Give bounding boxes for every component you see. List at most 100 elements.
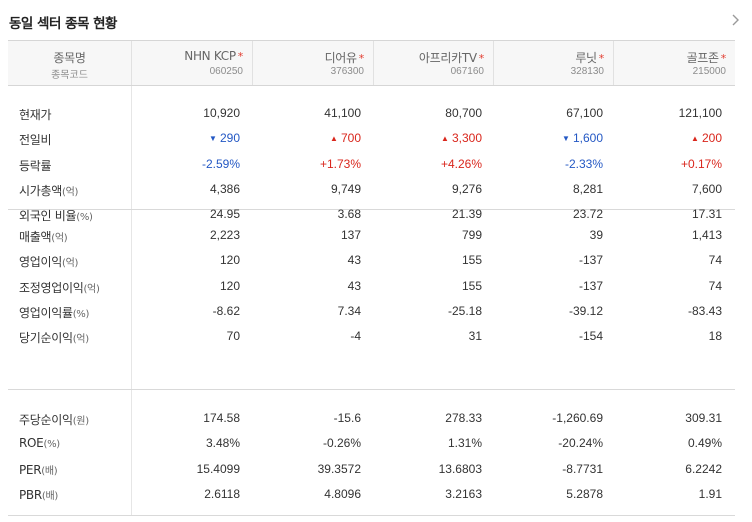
row-label: 외국인 비율(%) [19,209,93,224]
row-label: 전일비 [19,133,52,148]
stock-name-link[interactable]: 골프존 * [686,51,727,65]
table-cell: 24.95 [209,207,240,222]
row-label: 매출액(억) [19,230,68,244]
table-cell: 41,100 [324,106,361,120]
table-cell: +4.26% [440,156,482,171]
table-cell: 21.39 [451,207,482,222]
star-marker: * [478,52,485,65]
table-cell: -2.33% [564,156,603,171]
triangle-down-icon: ▼ [209,134,217,144]
chevron-right-icon[interactable] [728,13,742,27]
stock-column-header: NHN KCP * 060250 [131,41,252,85]
stock-name-link[interactable]: 루닛 * [575,51,605,65]
table-row: 주당순이익(원) 174.58 -15.6 278.33 -1,260.69 309.31 [8,407,735,429]
table-section: 주당순이익(원) 174.58 -15.6 278.33 -1,260.69 309.31… [8,390,735,516]
star-marker: * [720,52,727,65]
table-row: 외국인 비율(%) 24.95 3.68 21.39 23.72 17.31 [8,203,735,225]
table-cell: 9,276 [451,181,482,196]
star-marker: * [598,52,605,65]
stock-name-link[interactable]: 디어유 * [324,51,365,65]
table-cell: -2.59% [201,156,240,171]
table-cell: 10,920 [203,106,240,120]
stock-column-header: 골프존 * 215000 [613,41,735,85]
table-cell: 39.3572 [317,461,361,476]
row-unit: (%) [43,439,60,451]
row-unit: (배) [41,490,59,502]
stock-name-link[interactable]: 아프리카TV * [418,51,485,65]
table-cell: 799 [461,228,482,242]
table-cell: ▲ 700 [330,131,361,146]
row-unit: (억) [83,283,100,295]
table-cell: 17.31 [691,207,722,222]
table-row: 등락률 -2.59% +1.73% +4.26% -2.33% +0.17% [8,153,735,175]
row-label: PER(배) [19,462,58,477]
table-section: 매출액(억) 2,223 137 799 39 1,413 영업이익(억) 120 43 155 -… [8,210,735,390]
row-label: ROE(%) [19,436,60,451]
row-unit: (%) [72,308,90,320]
table-cell: 9,749 [330,181,361,196]
table-cell: -20.24% [558,436,603,451]
stock-code: 215000 [692,66,726,77]
table-cell: 4.8096 [324,486,361,501]
row-unit: (억) [51,233,68,244]
stock-code-header: 종목코드 [51,70,88,81]
table-cell: 23.72 [572,207,603,222]
table-row: 매출액(억) 2,223 137 799 39 1,413 [8,224,735,246]
table-cell: +0.17% [680,156,722,171]
peer-comparison-table: 종목명 종목코드 NHN KCP * 060250 디어유 * 376300 아프리카TV *… [8,40,735,516]
table-cell: -4 [350,329,361,344]
table-cell: -25.18 [447,303,482,318]
table-cell: 18 [708,329,722,344]
row-label: 조정영업이익(억) [19,280,100,295]
row-unit: (%) [76,212,93,224]
table-cell: 7,600 [691,181,722,196]
table-row: 전일비 ▼ 290 ▲ 700 ▲ 3,300 ▼ 1,600 ▲ 200 [8,127,735,149]
row-label: PBR(배) [19,487,59,502]
table-row: ROE(%) 3.48% -0.26% 1.31% -20.24% 0.49% [8,432,735,454]
row-unit: (원) [72,416,89,427]
table-row: 시가총액(억) 4,386 9,749 9,276 8,281 7,600 [8,178,735,200]
stock-code: 060250 [209,66,243,77]
table-cell: 2.6118 [204,486,240,501]
table-cell: 5.2878 [566,486,603,501]
section-header: 동일 섹터 종목 현황 [8,0,744,40]
table-cell: -1,260.69 [552,411,603,425]
stock-column-header: 디어유 * 376300 [252,41,373,85]
table-row: 조정영업이익(억) 120 43 155 -137 74 [8,275,735,297]
table-cell: 13.6803 [438,461,482,476]
row-unit: (억) [61,258,79,270]
table-cell: +1.73% [319,156,361,171]
table-cell: -83.43 [687,303,722,318]
table-cell: 39 [589,228,603,242]
column-divider [131,210,132,389]
table-cell: 137 [340,228,361,242]
table-cell: ▼ 290 [209,131,240,146]
table-cell: 3.68 [337,207,361,222]
row-label: 주당순이익(원) [19,413,89,427]
star-marker: * [237,50,244,63]
table-cell: 6.2242 [685,461,722,476]
table-cell: 174.58 [203,411,240,425]
table-cell: 120 [219,253,240,268]
table-cell: 278.33 [445,411,482,425]
table-cell: -137 [578,278,603,293]
table-cell: ▲ 200 [691,131,722,146]
column-divider [131,86,132,209]
table-row: 영업이익(억) 120 43 155 -137 74 [8,249,735,271]
stock-name-link[interactable]: NHN KCP * [184,49,243,63]
stock-name-header: 종목명 [53,51,86,65]
table-row: PER(배) 15.4099 39.3572 13.6803 -8.7731 6.2242 [8,458,735,480]
table-cell: -137 [578,253,603,268]
table-cell: 15.4099 [196,461,240,476]
table-section: 현재가 10,920 41,100 80,700 67,100 121,100 전일비 ▼ 29… [8,86,735,223]
table-cell: 4,386 [209,181,240,196]
table-cell: 43 [347,253,361,268]
table-cell: 7.34 [337,303,361,318]
table-cell: -39.12 [568,303,603,318]
table-row: 영업이익률(%) -8.62 7.34 -25.18 -39.12 -83.43 [8,300,735,322]
table-cell: -154 [578,329,603,344]
table-cell: 2,223 [209,228,240,242]
table-row: 현재가 10,920 41,100 80,700 67,100 121,100 [8,102,735,124]
table-body: 현재가 10,920 41,100 80,700 67,100 121,100 전일비 ▼ 29… [8,86,735,516]
table-cell: 8,281 [572,181,603,196]
